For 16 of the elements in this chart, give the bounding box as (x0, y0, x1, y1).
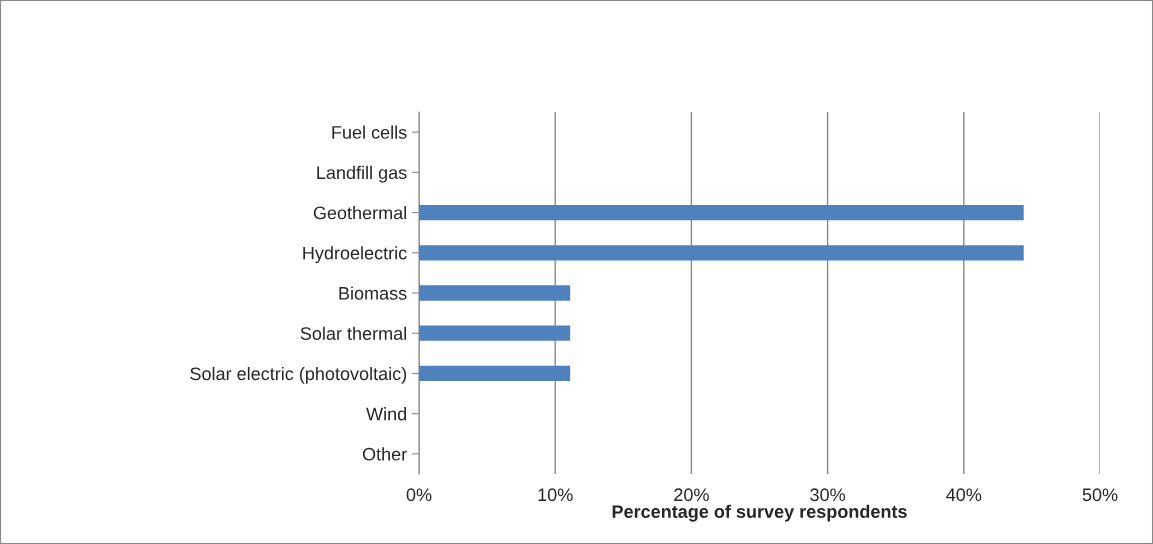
x-tick-label: 50% (1082, 488, 1118, 502)
x-tick-label: 30% (810, 488, 846, 502)
y-tick-label: Biomass (339, 286, 407, 300)
y-tick-label: Landfill gas (317, 165, 407, 183)
y-tick-label: Hydroelectric (303, 246, 407, 264)
x-tick-label: 20% (674, 488, 709, 502)
y-tick-label: Geothermal (313, 206, 406, 220)
x-tick-label: 40% (946, 488, 982, 502)
x-tick-label: 0% (406, 488, 432, 502)
x-axis-title: Percentage of survey respondents (612, 504, 907, 522)
y-tick-label: Fuel cells (332, 125, 407, 139)
x-tick-label: 10% (538, 488, 573, 502)
y-tick-label: Solar thermal (300, 326, 406, 340)
y-tick-label: Wind (366, 407, 407, 421)
y-tick-label: Solar electric (photovoltaic) (190, 366, 407, 384)
y-tick-label: Other (362, 447, 407, 461)
